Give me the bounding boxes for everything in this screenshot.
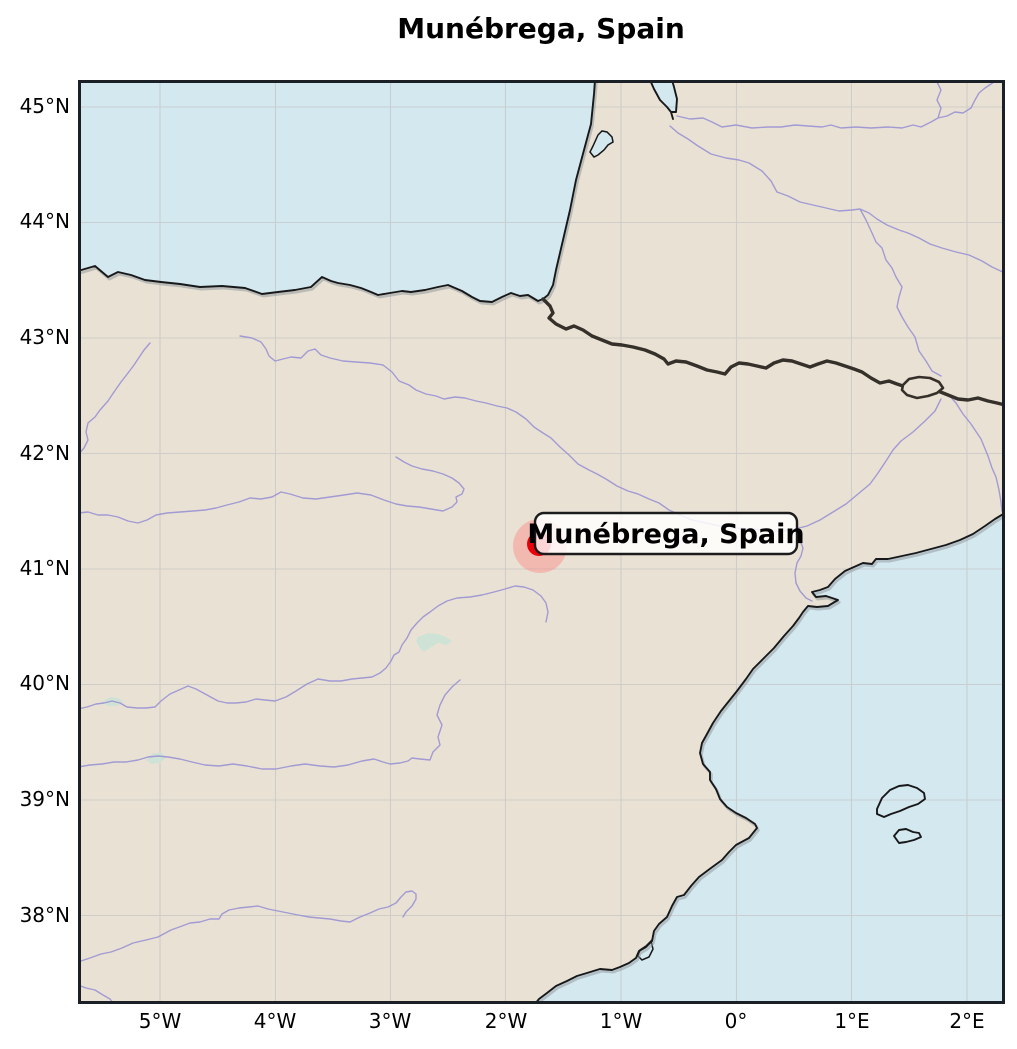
map-canvas: Munébrega, Spain	[78, 80, 1005, 1004]
marker-label-box	[533, 511, 799, 556]
lon-tick-label: 1°E	[834, 1009, 870, 1033]
arcachon-lagoon	[589, 130, 614, 158]
rivers-south-spain	[78, 585, 549, 1004]
lat-tick-label: 45°N	[19, 94, 70, 119]
lat-tick-label: 44°N	[19, 209, 70, 234]
lon-tick-label: 0°	[724, 1009, 748, 1033]
lon-tick-label: 5°W	[138, 1009, 182, 1033]
ibiza-island	[876, 784, 926, 818]
lon-tick-label: 2°W	[484, 1009, 528, 1033]
marker-label-text: Munébrega, Spain	[527, 519, 804, 550]
lat-tick-label: 42°N	[19, 441, 70, 466]
lat-tick-label: 39°N	[19, 787, 70, 812]
lat-tick-label: 38°N	[19, 903, 70, 928]
lat-tick-label: 41°N	[19, 556, 70, 581]
lon-tick-label: 4°W	[253, 1009, 297, 1033]
coastline-atlantic	[78, 80, 596, 303]
lon-tick-label: 1°W	[599, 1009, 643, 1033]
lat-tick-label: 43°N	[19, 325, 70, 350]
lon-tick-label: 2°E	[949, 1009, 985, 1033]
formentera-island	[893, 828, 922, 844]
andorra-enclave	[900, 375, 945, 400]
coastline-gironde-estuary	[649, 80, 678, 120]
figure-title: Munébrega, Spain	[397, 12, 685, 45]
coastline-mediterranean	[534, 512, 1005, 1004]
coastline-shadow	[79, 82, 1005, 1004]
map-frame	[78, 80, 1005, 1004]
lon-tick-label: 3°W	[368, 1009, 412, 1033]
rivers-france	[669, 80, 1005, 530]
lat-tick-label: 40°N	[19, 671, 70, 696]
